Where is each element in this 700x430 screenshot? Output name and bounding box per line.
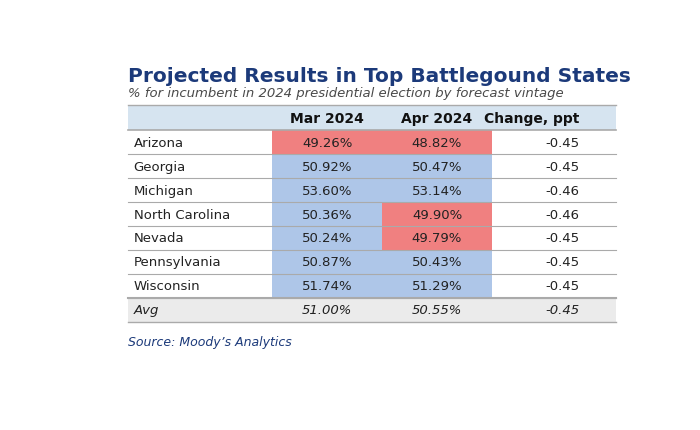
Text: North Carolina: North Carolina bbox=[134, 208, 230, 221]
Text: 48.82%: 48.82% bbox=[412, 136, 462, 150]
Text: -0.45: -0.45 bbox=[545, 304, 580, 316]
Text: Georgia: Georgia bbox=[134, 160, 186, 173]
Text: Projected Results in Top Battlegound States: Projected Results in Top Battlegound Sta… bbox=[128, 67, 631, 86]
Text: -0.45: -0.45 bbox=[545, 280, 580, 292]
Text: 51.74%: 51.74% bbox=[302, 280, 353, 292]
Bar bbox=[272, 131, 382, 155]
Text: Pennsylvania: Pennsylvania bbox=[134, 256, 221, 269]
Bar bbox=[272, 155, 382, 179]
Bar bbox=[272, 274, 382, 298]
Text: Apr 2024: Apr 2024 bbox=[401, 112, 472, 126]
Text: 50.43%: 50.43% bbox=[412, 256, 462, 269]
Bar bbox=[272, 203, 382, 227]
Bar bbox=[382, 131, 492, 155]
Bar bbox=[128, 227, 617, 250]
Text: 51.29%: 51.29% bbox=[412, 280, 462, 292]
Bar bbox=[128, 179, 617, 203]
Bar bbox=[382, 274, 492, 298]
Text: -0.45: -0.45 bbox=[545, 256, 580, 269]
Bar bbox=[128, 298, 617, 322]
Text: 49.26%: 49.26% bbox=[302, 136, 352, 150]
Text: -0.45: -0.45 bbox=[545, 136, 580, 150]
Text: -0.45: -0.45 bbox=[545, 160, 580, 173]
Bar bbox=[128, 274, 617, 298]
Text: Arizona: Arizona bbox=[134, 136, 183, 150]
Text: Wisconsin: Wisconsin bbox=[134, 280, 200, 292]
Text: 49.90%: 49.90% bbox=[412, 208, 462, 221]
Bar bbox=[382, 203, 492, 227]
Text: Nevada: Nevada bbox=[134, 232, 184, 245]
Bar bbox=[128, 203, 617, 227]
Bar bbox=[382, 250, 492, 274]
Text: Source: Moody’s Analytics: Source: Moody’s Analytics bbox=[128, 335, 292, 348]
Text: -0.45: -0.45 bbox=[545, 232, 580, 245]
Text: 49.79%: 49.79% bbox=[412, 232, 462, 245]
Bar bbox=[128, 250, 617, 274]
Text: 51.00%: 51.00% bbox=[302, 304, 352, 316]
Text: 50.92%: 50.92% bbox=[302, 160, 352, 173]
Text: 50.24%: 50.24% bbox=[302, 232, 352, 245]
Bar bbox=[272, 227, 382, 250]
Bar bbox=[128, 106, 617, 131]
Text: -0.46: -0.46 bbox=[545, 208, 580, 221]
Text: 50.87%: 50.87% bbox=[302, 256, 352, 269]
Text: -0.46: -0.46 bbox=[545, 184, 580, 197]
Bar bbox=[128, 131, 617, 155]
Text: Michigan: Michigan bbox=[134, 184, 193, 197]
Text: 50.47%: 50.47% bbox=[412, 160, 462, 173]
Text: 53.14%: 53.14% bbox=[412, 184, 462, 197]
Bar bbox=[272, 179, 382, 203]
Text: 50.55%: 50.55% bbox=[412, 304, 462, 316]
Bar bbox=[382, 155, 492, 179]
Text: 50.36%: 50.36% bbox=[302, 208, 352, 221]
Text: % for incumbent in 2024 presidential election by forecast vintage: % for incumbent in 2024 presidential ele… bbox=[128, 86, 564, 99]
Bar bbox=[382, 179, 492, 203]
Text: 53.60%: 53.60% bbox=[302, 184, 352, 197]
Bar bbox=[128, 155, 617, 179]
Text: Avg: Avg bbox=[134, 304, 159, 316]
Bar bbox=[272, 250, 382, 274]
Bar bbox=[382, 227, 492, 250]
Text: Mar 2024: Mar 2024 bbox=[290, 112, 364, 126]
Text: Change, ppt: Change, ppt bbox=[484, 112, 580, 126]
